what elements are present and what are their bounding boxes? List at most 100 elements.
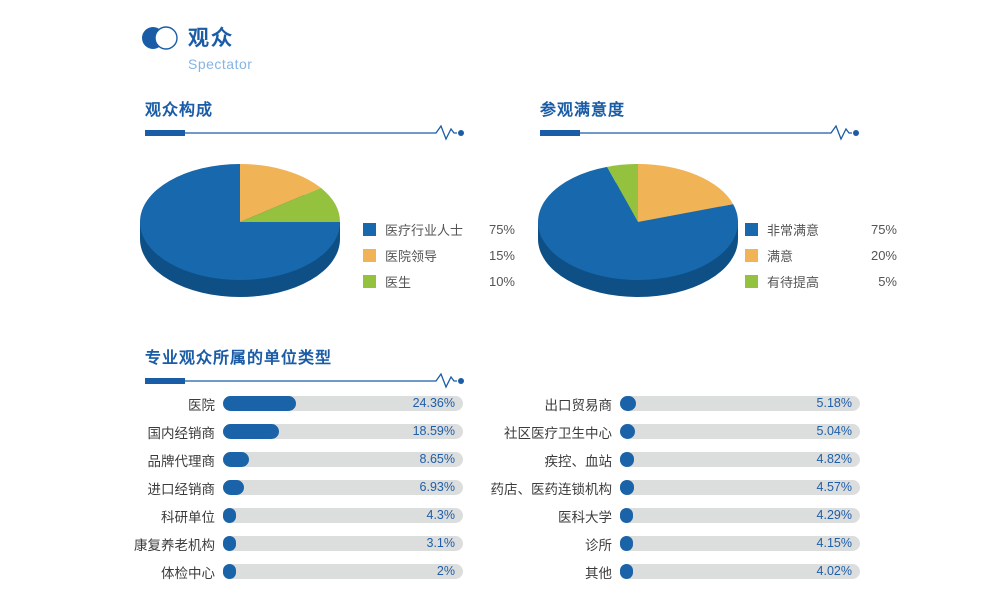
spectator-logo-icon (142, 26, 178, 50)
bar-row: 药店、医药连锁机构 4.57% (486, 480, 860, 497)
pie-chart-satisfaction (538, 164, 739, 297)
pulse-line-decoration (145, 125, 464, 141)
bar-value: 18.59% (412, 424, 455, 438)
section-title-unit-types: 专业观众所属的单位类型 (145, 350, 333, 367)
bar-row: 进口经销商 6.93% (127, 480, 463, 497)
bar-value: 4.29% (816, 508, 852, 522)
legend-value: 15% (488, 247, 515, 263)
bar-chart-column-left: 医院 24.36% 国内经销商 18.59% 品牌代理商 8.65% 进口经销商 6.93% 科… (127, 396, 463, 592)
bar-track: 4.82% (620, 452, 860, 467)
bar-value: 4.02% (816, 564, 852, 578)
bar-category-label: 医科大学 (558, 509, 612, 525)
bar-track: 6.93% (223, 480, 463, 495)
bar-fill (223, 452, 249, 467)
legend-item: 满意 20% (745, 247, 897, 264)
page-title-block: 观众 Spectator (188, 22, 252, 72)
bar-track: 4.29% (620, 508, 860, 523)
bar-category-label: 其他 (585, 565, 612, 581)
bar-track: 4.02% (620, 564, 860, 579)
legend-value: 5% (878, 273, 897, 289)
bar-row: 疾控、血站 4.82% (486, 452, 860, 469)
bar-category-label: 国内经销商 (147, 425, 216, 441)
pie-slice (240, 187, 340, 222)
bar-row: 社区医疗卫生中心 5.04% (486, 424, 860, 441)
bar-fill (620, 424, 636, 439)
legend-value: 75% (870, 221, 897, 237)
bar-value: 6.93% (419, 480, 455, 494)
bar-row: 医科大学 4.29% (486, 508, 860, 525)
page-header: 观众 Spectator (138, 22, 252, 72)
bar-value: 24.36% (412, 396, 455, 410)
bar-row: 康复养老机构 3.1% (127, 536, 463, 553)
bar-fill (620, 452, 635, 467)
legend-item: 医疗行业人士 75% (363, 221, 515, 238)
legend-item: 有待提高 5% (745, 273, 897, 290)
bar-fill (620, 396, 636, 411)
bar-fill (620, 536, 633, 551)
legend-label: 非常满意 (767, 222, 820, 238)
bar-row: 其他 4.02% (486, 564, 860, 581)
bar-category-label: 诊所 (585, 537, 612, 553)
bar-value: 3.1% (426, 536, 456, 550)
bar-category-label: 疾控、血站 (544, 453, 613, 469)
legend-swatch (745, 274, 758, 288)
bar-value: 4.3% (426, 508, 456, 522)
pulse-line-decoration (540, 125, 859, 141)
legend-label: 医院领导 (385, 248, 438, 264)
bar-track: 8.65% (223, 452, 463, 467)
pie-slice (638, 164, 734, 222)
legend-swatch (363, 274, 376, 288)
bar-fill (223, 480, 244, 495)
bar-category-label: 出口贸易商 (544, 397, 613, 413)
section-header-satisfaction: 参观满意度 (540, 96, 860, 141)
bar-track: 3.1% (223, 536, 463, 551)
bar-value: 4.82% (816, 452, 852, 466)
legend-swatch (363, 222, 376, 236)
page-subtitle: Spectator (188, 56, 253, 72)
bar-value: 4.57% (816, 480, 852, 494)
bar-chart-column-right: 出口贸易商 5.18% 社区医疗卫生中心 5.04% 疾控、血站 4.82% 药店、医药连锁… (486, 396, 860, 592)
bar-track: 4.15% (620, 536, 860, 551)
legend-swatch (363, 248, 376, 262)
bar-row: 诊所 4.15% (486, 536, 860, 553)
legend-satisfaction: 非常满意 75% 满意 20% 有待提高 5% (745, 221, 897, 299)
bar-row: 国内经销商 18.59% (127, 424, 463, 441)
section-title-composition: 观众构成 (145, 102, 214, 119)
bar-track: 18.59% (223, 424, 463, 439)
bar-track: 4.3% (223, 508, 463, 523)
bar-fill (620, 480, 634, 495)
bar-category-label: 医院 (188, 397, 215, 413)
legend-item: 医生 10% (363, 273, 515, 290)
legend-item: 医院领导 15% (363, 247, 515, 264)
bar-category-label: 品牌代理商 (147, 453, 216, 469)
bar-track: 24.36% (223, 396, 463, 411)
page-title: 观众 (188, 27, 234, 50)
pie-chart-audience-composition (140, 164, 340, 297)
pie-slice (538, 166, 739, 281)
pie-slice (240, 164, 321, 222)
bar-row: 出口贸易商 5.18% (486, 396, 860, 413)
bar-fill (223, 536, 236, 551)
legend-item: 非常满意 75% (745, 221, 897, 238)
bar-fill (223, 396, 297, 411)
bar-row: 体检中心 2% (127, 564, 463, 581)
bar-row: 医院 24.36% (127, 396, 463, 413)
section-header-composition: 观众构成 (145, 96, 465, 141)
bar-track: 5.04% (620, 424, 860, 439)
legend-label: 医生 (385, 274, 412, 290)
bar-fill (223, 508, 236, 523)
bar-category-label: 药店、医药连锁机构 (490, 481, 613, 497)
legend-value: 20% (870, 247, 897, 263)
legend-swatch (745, 222, 758, 236)
bar-row: 品牌代理商 8.65% (127, 452, 463, 469)
section-header-unit-types: 专业观众所属的单位类型 (145, 344, 465, 389)
section-title-satisfaction: 参观满意度 (540, 102, 626, 119)
bar-category-label: 康复养老机构 (134, 537, 215, 553)
bar-track: 4.57% (620, 480, 860, 495)
bar-fill (620, 508, 633, 523)
bar-fill (620, 564, 633, 579)
pulse-line-decoration (145, 373, 464, 389)
bar-value: 5.04% (816, 424, 852, 438)
legend-value: 75% (488, 221, 515, 237)
bar-category-label: 科研单位 (161, 509, 215, 525)
